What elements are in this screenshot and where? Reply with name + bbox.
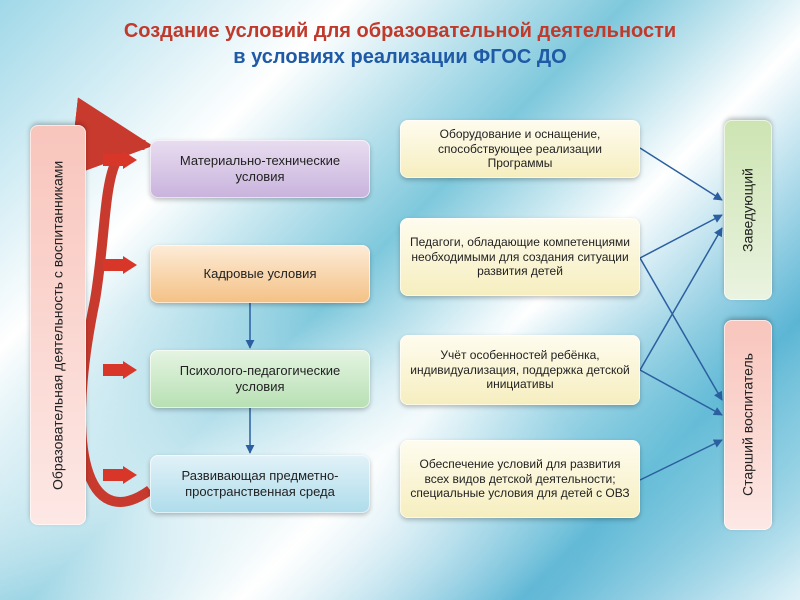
condition-box: Развивающая предметно-пространственная с… bbox=[150, 455, 370, 513]
red-arrow-icon bbox=[103, 256, 137, 274]
condition-box: Материально-технические условия bbox=[150, 140, 370, 198]
right-column-label-2: Старший воспитатель bbox=[740, 354, 757, 497]
condition-label: Психолого-педагогические условия bbox=[160, 363, 360, 394]
condition-box: Психолого-педагогические условия bbox=[150, 350, 370, 408]
left-column-label: Образовательная деятельность с воспитанн… bbox=[50, 160, 67, 489]
red-arrow-icon bbox=[103, 466, 137, 484]
description-box: Педагоги, обладающие компетенциями необх… bbox=[400, 218, 640, 296]
condition-label: Материально-технические условия bbox=[160, 153, 360, 184]
left-column-box: Образовательная деятельность с воспитанн… bbox=[30, 125, 86, 525]
right-column-label-1: Заведующий bbox=[740, 168, 757, 252]
description-text: Учёт особенностей ребёнка, индивидуализа… bbox=[410, 348, 630, 391]
condition-box: Кадровые условия bbox=[150, 245, 370, 303]
description-box: Учёт особенностей ребёнка, индивидуализа… bbox=[400, 335, 640, 405]
description-text: Педагоги, обладающие компетенциями необх… bbox=[410, 235, 630, 278]
red-arrow-icon bbox=[103, 361, 137, 379]
description-text: Обеспечение условий для развития всех ви… bbox=[410, 457, 630, 500]
diagram-canvas: Образовательная деятельность с воспитанн… bbox=[0, 0, 800, 600]
right-column-box-2: Старший воспитатель bbox=[724, 320, 772, 530]
description-box: Оборудование и оснащение, способствующее… bbox=[400, 120, 640, 178]
red-arrow-icon bbox=[103, 151, 137, 169]
description-box: Обеспечение условий для развития всех ви… bbox=[400, 440, 640, 518]
right-column-box-1: Заведующий bbox=[724, 120, 772, 300]
description-text: Оборудование и оснащение, способствующее… bbox=[410, 127, 630, 170]
condition-label: Развивающая предметно-пространственная с… bbox=[160, 468, 360, 499]
condition-label: Кадровые условия bbox=[204, 266, 317, 282]
